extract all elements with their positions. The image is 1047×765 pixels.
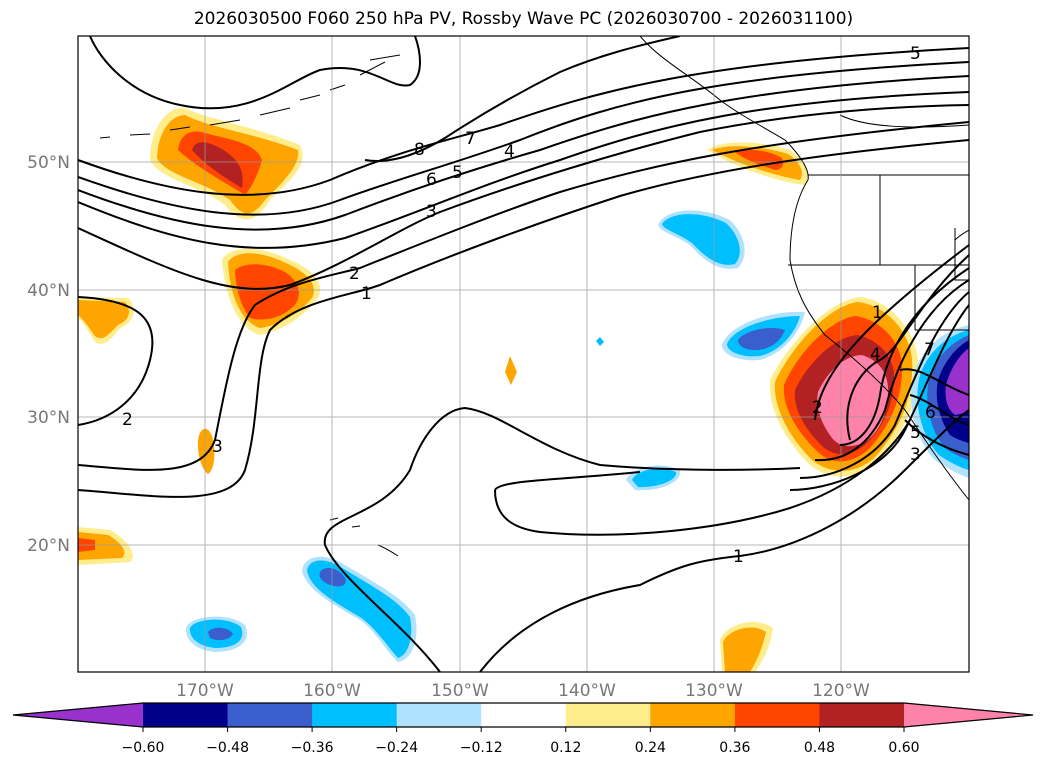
lon-label: 120°W bbox=[812, 681, 870, 701]
colorbar-segment bbox=[143, 703, 229, 727]
colorbar-tick-label: 0.12 bbox=[550, 740, 581, 756]
colorbar-segment bbox=[650, 703, 736, 727]
colorbar-segment bbox=[312, 703, 398, 727]
colorbar: −0.60 −0.48 −0.36 −0.24 −0.12 0.12 0.24 0.36 0.4… bbox=[12, 702, 1034, 756]
contour-label: 2 bbox=[122, 410, 133, 430]
pv-contours bbox=[78, 36, 969, 672]
lat-label: 40°N bbox=[27, 281, 70, 301]
lon-labels: 170°W 160°W 150°W 140°W 130°W 120°W bbox=[176, 681, 870, 701]
colorbar-tick-label: −0.12 bbox=[460, 740, 503, 756]
map-area: 8 7 6 5 4 3 2 1 5 2 3 1 1 4 7 6 5 3 2 bbox=[78, 36, 969, 672]
contour-label: 1 bbox=[872, 303, 883, 323]
colorbar-extend-max bbox=[904, 703, 1033, 727]
contour-label: 7 bbox=[924, 340, 935, 360]
colorbar-tick-label: −0.60 bbox=[122, 740, 165, 756]
contour-label: 6 bbox=[925, 403, 936, 423]
colorbar-tick-label: 0.36 bbox=[719, 740, 750, 756]
contour-label: 2 bbox=[349, 264, 360, 284]
gridlines bbox=[78, 36, 969, 672]
contour-label: 5 bbox=[910, 423, 921, 443]
contour-label: 4 bbox=[504, 142, 515, 162]
contour-label: 3 bbox=[212, 437, 223, 457]
chart-title: 2026030500 F060 250 hPa PV, Rossby Wave … bbox=[193, 9, 854, 29]
contour-label: 1 bbox=[733, 547, 744, 567]
contour-label: 5 bbox=[910, 44, 921, 64]
contour-label: 2 bbox=[812, 398, 823, 418]
colorbar-tick-label: −0.48 bbox=[206, 740, 249, 756]
colorbar-segment bbox=[227, 703, 313, 727]
lat-labels: 50°N 40°N 30°N 20°N bbox=[27, 153, 70, 556]
lon-label: 160°W bbox=[303, 681, 361, 701]
lat-label: 30°N bbox=[27, 408, 70, 428]
contour-label: 3 bbox=[910, 445, 921, 465]
lat-label: 20°N bbox=[27, 536, 70, 556]
lat-label: 50°N bbox=[27, 153, 70, 173]
contour-label: 4 bbox=[870, 345, 881, 365]
contour-label: 5 bbox=[452, 163, 463, 183]
contour-label: 6 bbox=[426, 170, 437, 190]
contour-label: 1 bbox=[361, 284, 372, 304]
lon-label: 140°W bbox=[558, 681, 616, 701]
contour-labels: 8 7 6 5 4 3 2 1 5 2 3 1 1 4 7 6 5 3 2 bbox=[122, 44, 936, 567]
pv-shading bbox=[78, 107, 969, 672]
colorbar-segment bbox=[819, 703, 905, 727]
contour-label: 8 bbox=[414, 140, 425, 160]
colorbar-tick-label: 0.60 bbox=[888, 740, 919, 756]
colorbar-segment bbox=[734, 703, 820, 727]
colorbar-segment bbox=[565, 703, 651, 727]
lon-label: 150°W bbox=[431, 681, 489, 701]
map-frame bbox=[77, 35, 970, 673]
contour-label: 3 bbox=[426, 202, 437, 222]
colorbar-tick-label: −0.24 bbox=[375, 740, 418, 756]
colorbar-extend-min bbox=[13, 703, 143, 727]
colorbar-tick-label: 0.48 bbox=[804, 740, 835, 756]
lon-label: 170°W bbox=[176, 681, 234, 701]
colorbar-segment bbox=[396, 703, 482, 727]
colorbar-tick-label: −0.36 bbox=[291, 740, 334, 756]
contour-label: 7 bbox=[465, 129, 476, 149]
colorbar-segment bbox=[481, 703, 567, 727]
lon-label: 130°W bbox=[685, 681, 743, 701]
colorbar-tick-label: 0.24 bbox=[635, 740, 666, 756]
